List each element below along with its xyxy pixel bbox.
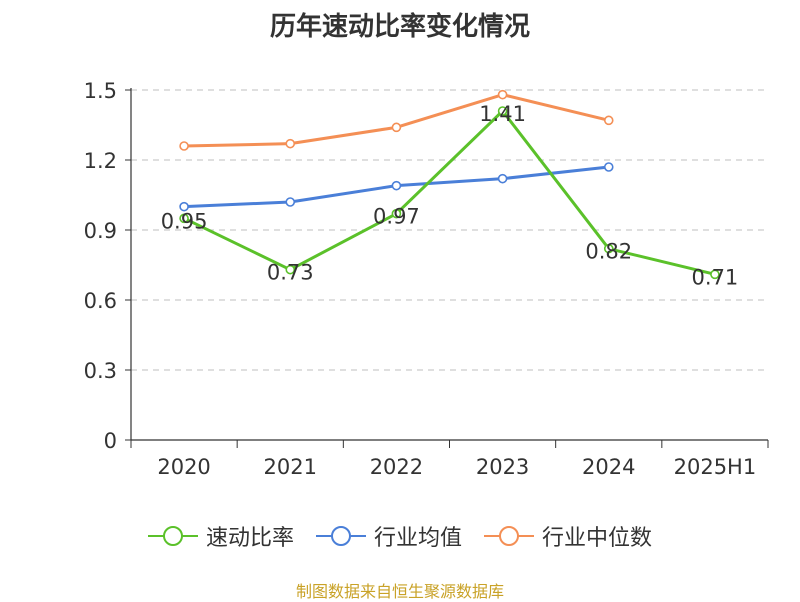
data-point <box>603 115 614 126</box>
data-point <box>179 213 189 224</box>
source-note: 制图数据来自恒生聚源数据库 <box>295 582 504 601</box>
data-point <box>497 89 508 100</box>
data-point <box>710 269 720 280</box>
data-point <box>497 173 508 184</box>
data-point <box>285 138 296 149</box>
x-tick-label: 2024 <box>582 455 635 479</box>
series-lines <box>179 89 720 280</box>
y-tick-label: 1.2 <box>84 149 117 173</box>
legend-label: 行业均值 <box>373 526 462 551</box>
data-point <box>391 122 402 133</box>
data-point <box>179 201 189 212</box>
y-tick-label: 0.6 <box>84 289 117 313</box>
legend-line-marker-icon <box>484 526 534 546</box>
x-tick-label: 2020 <box>157 455 210 479</box>
y-tick-label: 0.9 <box>84 219 117 243</box>
y-tick-label: 1.5 <box>84 79 117 103</box>
data-label: 1.41 <box>479 102 526 126</box>
x-tick-label: 2021 <box>264 455 317 479</box>
x-tick-label: 2023 <box>476 455 529 479</box>
axes: 0 0.3 0.6 0.9 1.2 1.5 2020 2021 2022 2023 2024 2025… <box>84 79 769 479</box>
data-label: 0.82 <box>585 240 632 264</box>
data-point <box>179 141 189 151</box>
data-point <box>603 243 614 254</box>
data-label: 0.97 <box>373 205 420 229</box>
data-point <box>285 197 296 207</box>
legend-label: 速动比率 <box>205 526 294 551</box>
series-line <box>184 93 610 148</box>
legend-circle <box>162 526 183 546</box>
data-point <box>391 180 402 191</box>
series-line <box>183 109 716 276</box>
legend: 速动比率 行业均值 行业中位数 <box>0 520 800 552</box>
y-tick-label: 0 <box>104 429 117 453</box>
data-label: 0.73 <box>267 261 314 285</box>
legend-label: 行业中位数 <box>542 526 653 551</box>
chart-title: 历年速动比率变化情况 <box>269 12 530 42</box>
x-tick-label: 2022 <box>370 455 423 479</box>
data-label: 0.71 <box>692 265 739 289</box>
data-point <box>391 208 402 219</box>
data-point <box>285 264 296 275</box>
data-label: 0.95 <box>161 209 208 233</box>
legend-item: 速动比率 <box>147 520 294 552</box>
legend-line-marker-icon <box>147 526 198 546</box>
data-labels: 0.95 0.73 0.97 1.41 0.82 0.71 <box>161 102 739 289</box>
legend-item: 行业均值 <box>315 520 462 552</box>
legend-item: 行业中位数 <box>484 520 652 552</box>
legend-circle <box>330 526 351 546</box>
y-tick-label: 0.3 <box>84 359 117 383</box>
data-point <box>497 106 508 116</box>
legend-line-marker-icon <box>315 526 366 546</box>
x-tick-label: 2025H1 <box>674 455 757 479</box>
legend-circle <box>499 526 519 546</box>
data-point <box>603 162 614 172</box>
grid-lines <box>131 89 768 371</box>
